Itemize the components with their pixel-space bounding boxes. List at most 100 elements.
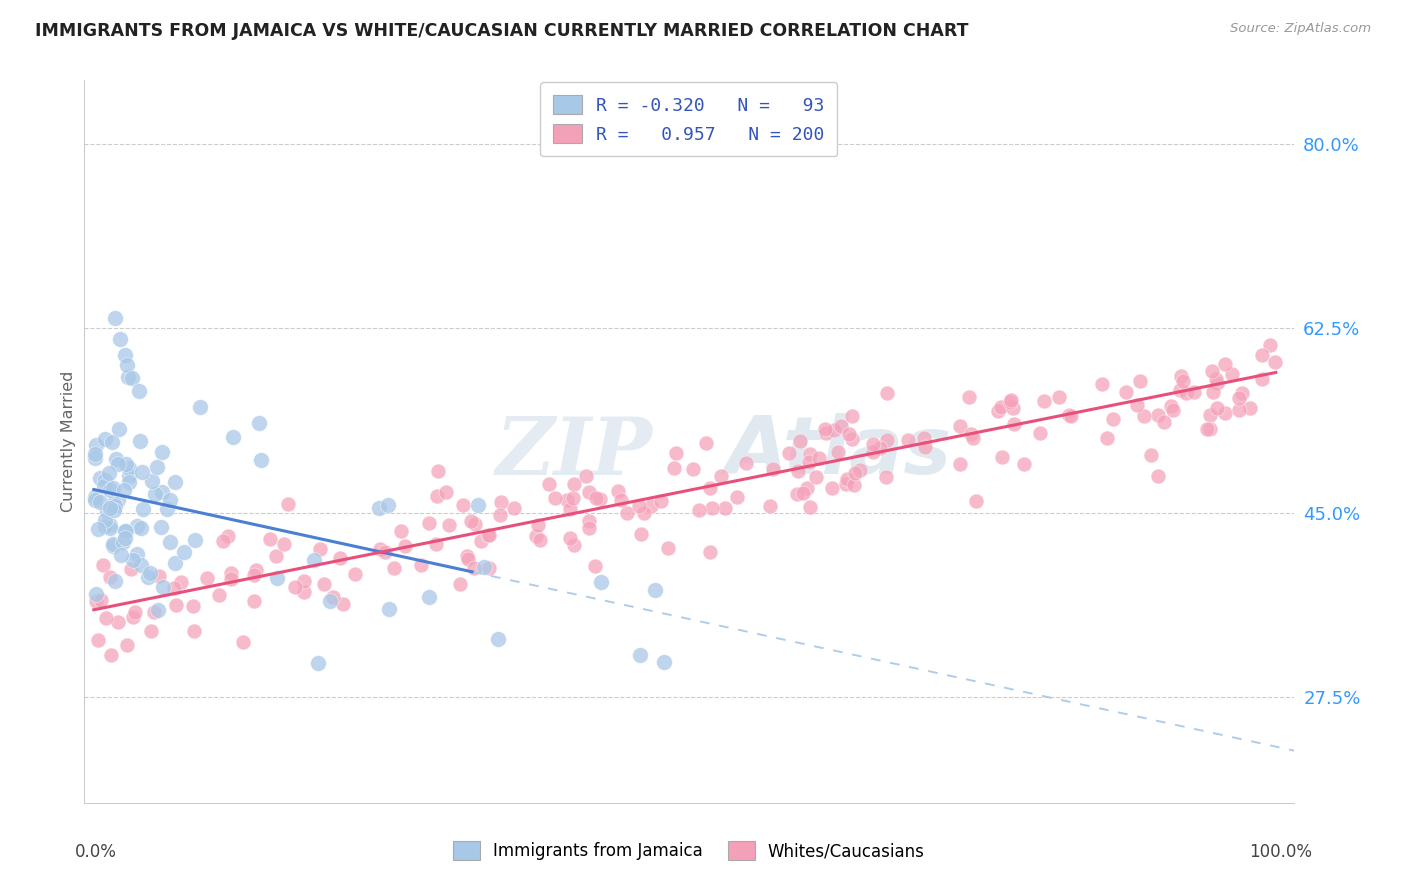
Point [1029,426,1052,441]
Point [183,624,205,639]
Point [100,648,122,662]
Point [1161,402,1184,417]
Point [112,483,135,497]
Point [103,482,125,496]
Point [804,470,827,484]
Point [650,494,672,508]
Point [1140,448,1163,462]
Point [1213,405,1236,419]
Point [914,440,936,454]
Point [1182,385,1205,400]
Point [1102,412,1125,426]
Point [292,585,315,599]
Point [1168,383,1191,397]
Point [219,572,242,586]
Point [640,499,662,513]
Point [628,648,651,662]
Point [184,533,207,548]
Point [460,515,482,529]
Point [1195,422,1218,436]
Point [118,469,141,483]
Point [114,531,136,545]
Point [367,501,389,516]
Point [266,571,288,585]
Point [912,431,935,445]
Point [998,395,1021,409]
Point [378,601,401,615]
Point [98,467,121,481]
Point [259,532,281,546]
Point [862,445,884,459]
Point [273,537,295,551]
Point [456,549,478,563]
Point [1147,408,1170,422]
Point [869,441,891,455]
Point [838,426,860,441]
Point [98,483,121,498]
Point [965,494,987,508]
Point [114,524,136,538]
Point [557,492,579,507]
Point [799,500,821,515]
Point [98,570,121,584]
Point [990,450,1012,465]
Point [242,594,264,608]
Point [585,491,607,506]
Point [377,499,399,513]
Point [122,609,145,624]
Point [609,492,631,507]
Point [84,587,107,601]
Point [156,502,179,516]
Point [208,588,231,602]
Point [121,553,143,567]
Point [110,548,132,562]
Point [143,605,166,619]
Point [478,527,501,541]
Point [1012,457,1035,471]
Point [578,521,600,535]
Point [219,566,242,580]
Point [558,501,581,516]
Point [247,416,270,430]
Point [1095,431,1118,445]
Point [949,458,972,472]
Point [1126,399,1149,413]
Point [814,425,837,440]
Point [425,537,447,551]
Point [86,632,108,647]
Point [1175,386,1198,401]
Point [141,474,163,488]
Point [374,545,396,559]
Point [1206,376,1229,390]
Point [1201,384,1223,399]
Point [1227,403,1250,417]
Point [1002,417,1025,432]
Point [472,560,495,574]
Point [307,656,329,670]
Point [799,448,821,462]
Point [93,479,115,493]
Point [131,465,153,479]
Point [150,485,173,500]
Point [762,461,785,475]
Point [159,492,181,507]
Point [814,422,837,436]
Point [538,477,561,491]
Point [897,434,920,448]
Legend: Immigrants from Jamaica, Whites/Caucasians: Immigrants from Jamaica, Whites/Caucasia… [447,835,931,867]
Point [1220,367,1243,381]
Point [250,453,273,467]
Point [702,500,724,515]
Point [1057,408,1080,422]
Point [118,475,141,490]
Point [104,500,127,514]
Point [245,563,267,577]
Point [232,634,254,648]
Point [682,461,704,475]
Point [1227,391,1250,405]
Point [159,534,181,549]
Point [578,485,600,500]
Point [470,534,492,549]
Point [146,459,169,474]
Point [115,638,138,652]
